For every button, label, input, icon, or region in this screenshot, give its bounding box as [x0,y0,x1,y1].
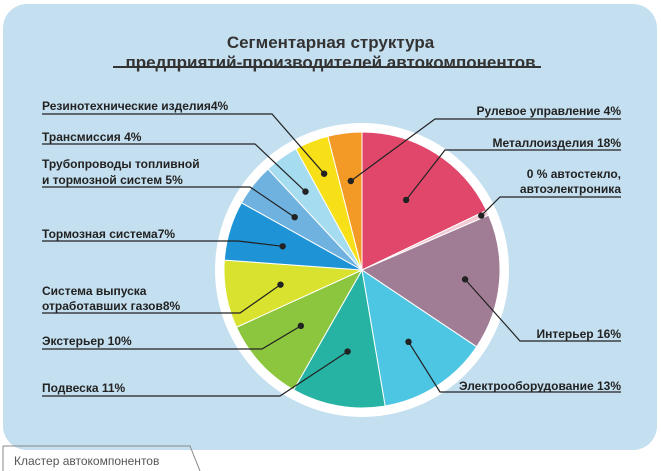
label-suspension: Подвеска 11% [42,381,126,395]
leader-lines [42,113,621,397]
leader-line-5 [42,325,302,350]
label-exhaust-line-1: Система выпуска [42,284,147,298]
leader-line-2 [464,278,621,342]
label-brakes: Тормозная система7% [42,227,176,241]
label-pipes-line-2: и тормозной систем 5% [42,173,183,187]
leader-dot-5 [297,322,305,330]
label-exhaust-line-2: отработавших газов8% [42,299,181,313]
pie-slice-0 [361,131,488,271]
leader-dot-4 [344,348,351,355]
leader-dot-0 [402,196,410,204]
label-glass-line-2: автоэлектроника [519,182,621,196]
leader-line-11 [350,118,621,182]
label-transmission: Трансмиссия 4% [42,130,142,144]
leader-dot-6 [277,281,284,288]
footer-tag-outline [2,445,201,471]
leader-dot-7 [279,243,286,250]
pie-slices [223,131,501,409]
pie-slice-11 [327,131,363,271]
leader-line-4 [42,351,348,397]
leader-dot-2 [461,276,469,283]
pie-slice-3 [361,268,478,407]
label-glass-line-1: 0 % автостекло, [526,167,621,181]
chart-title-line-1: Сегментарная структура [226,33,435,52]
leader-dot-10 [320,170,328,177]
leader-dot-1 [478,212,485,219]
label-rubber: Резинотехнические изделия4% [42,99,229,113]
leader-dot-9 [302,188,309,195]
leader-line-3 [407,341,621,393]
chart-title: Сегментарная структура предприятий-произ… [0,33,661,73]
leader-line-6 [42,284,281,314]
label-exterior: Экстерьер 10% [42,334,132,348]
leader-line-8 [42,186,296,218]
label-metal: Металлоизделия 18% [492,136,621,150]
pie-slice-2 [360,214,501,348]
label-interior: Интерьер 16% [536,327,622,341]
leader-line-0 [405,149,621,201]
label-pipes-line-1: Трубопроводы топливной [42,157,200,171]
leader-dot-3 [405,338,412,346]
leader-line-10 [42,113,325,175]
leader-line-7 [42,240,283,247]
leader-dot-8 [291,213,298,221]
leader-line-9 [42,143,306,193]
label-steering: Рулевое управление 4% [476,104,621,118]
pie-slice-4 [292,268,386,409]
title-underline [113,66,541,68]
bottom-strip [0,450,661,471]
leader-line-1 [480,196,621,217]
pie-slice-5 [235,268,364,391]
label-electrical: Электрооборудование 13% [458,379,621,393]
footer-tag: Кластер автокомпонентов [14,454,160,468]
chart-title-line-2: предприятий-производителей автокомпонент… [125,53,536,72]
leader-dot-11 [347,177,355,185]
